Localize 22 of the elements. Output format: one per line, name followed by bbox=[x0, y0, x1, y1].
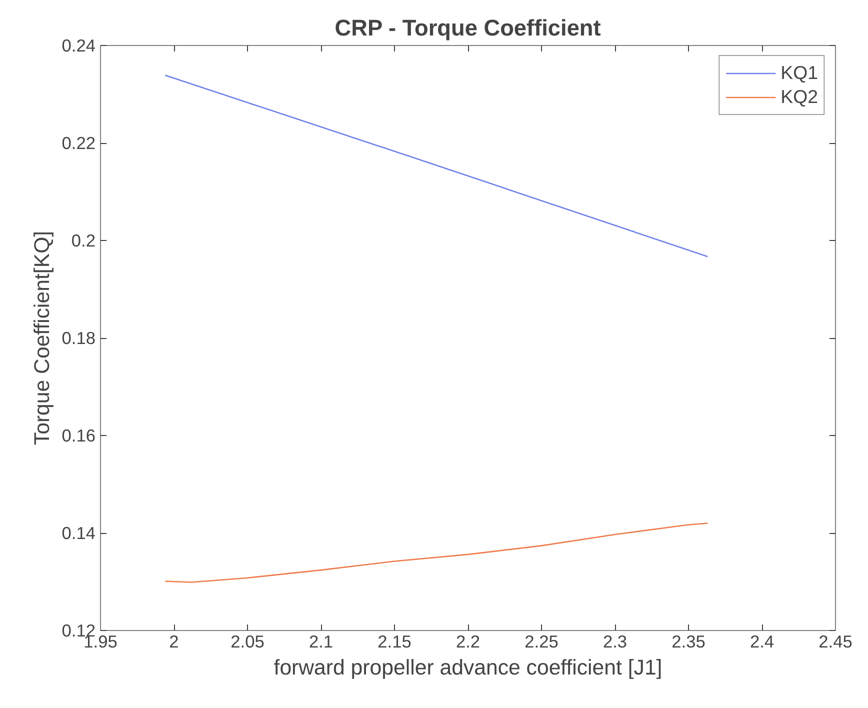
y-tick-label: 0.2 bbox=[71, 230, 96, 250]
y-tick-label: 0.22 bbox=[62, 133, 96, 153]
y-tick-label: 0.14 bbox=[62, 523, 96, 543]
x-tick-label: 2.4 bbox=[750, 632, 774, 652]
x-tick-label: 2.05 bbox=[230, 632, 264, 652]
legend-label: KQ1 bbox=[780, 62, 818, 84]
x-tick-label: 2 bbox=[169, 632, 179, 652]
x-tick-label: 2.25 bbox=[524, 632, 558, 652]
x-axis-title: forward propeller advance coefficient [J1] bbox=[274, 656, 662, 680]
x-tick-label: 2.35 bbox=[672, 632, 706, 652]
chart-title: CRP - Torque Coefficient bbox=[334, 14, 602, 40]
y-axis-title: Torque Coefficient[KQ] bbox=[30, 230, 54, 446]
y-tick-label: 0.16 bbox=[62, 426, 96, 446]
line-series bbox=[164, 522, 708, 583]
x-tick-label: 2.1 bbox=[308, 632, 334, 652]
y-tick-label: 0.24 bbox=[62, 36, 96, 56]
legend-label: KQ2 bbox=[780, 86, 818, 108]
x-tick-label: 2.45 bbox=[818, 632, 852, 652]
x-tick-label: 2.15 bbox=[378, 632, 412, 652]
x-tick-label: 2.2 bbox=[456, 632, 480, 652]
x-tick-label: 2.3 bbox=[602, 632, 628, 652]
y-tick-label: 0.18 bbox=[62, 328, 96, 348]
